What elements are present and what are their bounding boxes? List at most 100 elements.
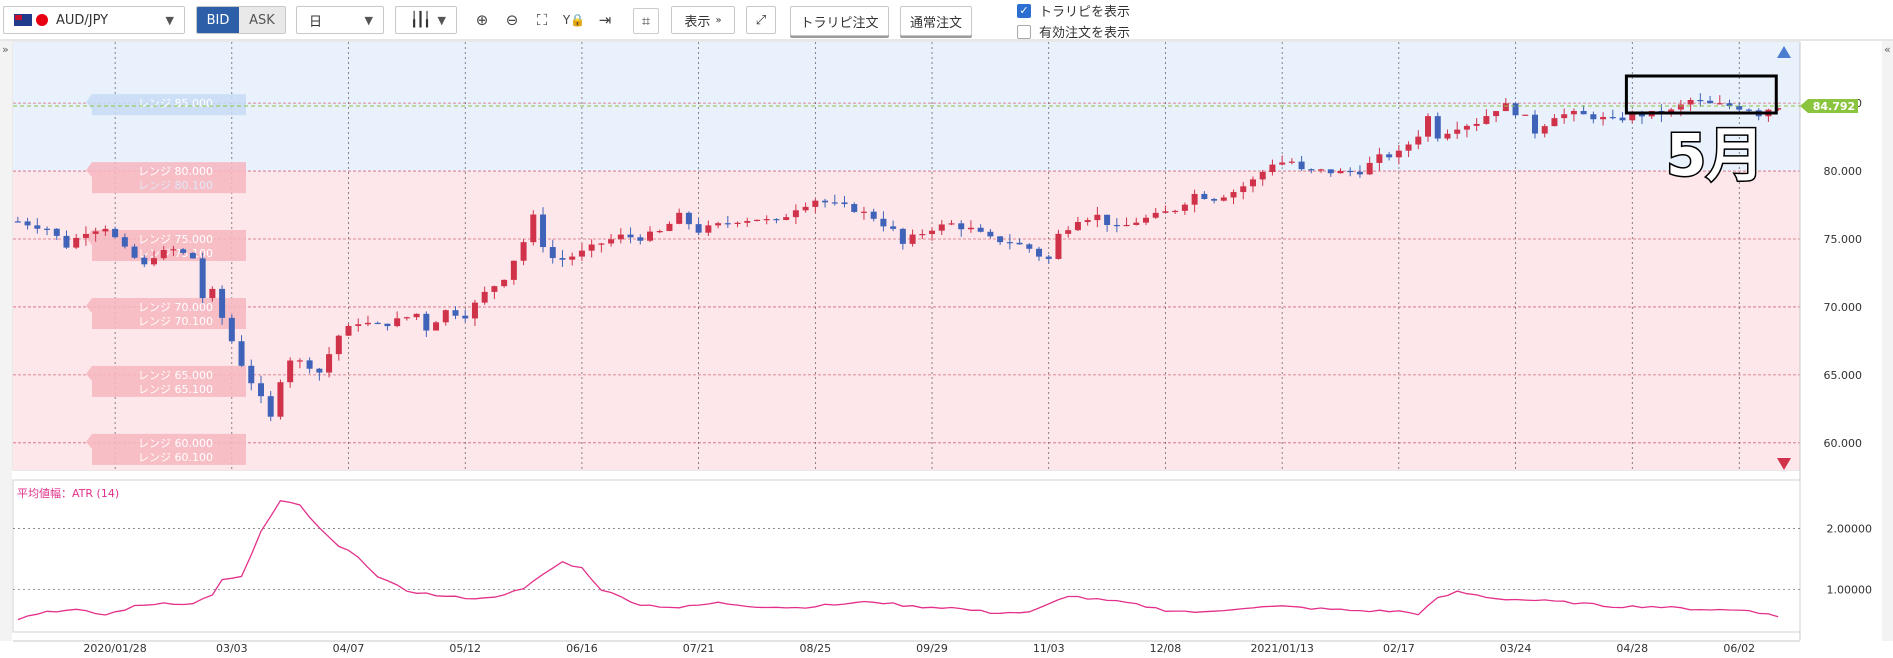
collapse-right-icon: « bbox=[1884, 43, 1891, 56]
traripi-order-button[interactable]: トラリピ注文 bbox=[790, 6, 889, 36]
candle-body bbox=[1298, 161, 1305, 170]
candle-body bbox=[102, 228, 109, 232]
candle-body bbox=[569, 256, 576, 260]
candle-body bbox=[238, 341, 245, 366]
candle-body bbox=[160, 249, 167, 259]
show-active-orders-checkbox[interactable]: 有効注文を表示 bbox=[1017, 22, 1130, 41]
expand-button[interactable]: ⤢ bbox=[746, 6, 776, 34]
candle-body bbox=[1716, 103, 1723, 105]
range-label: レンジ 65.000 bbox=[138, 369, 213, 382]
toolbar: AUD/JPY ▼ BID ASK 日 ▼ ╽┃╽ ▼ ⊕ ⊖ ⛶ Y🔒 ⇥ ⌗… bbox=[0, 0, 1893, 42]
atr-line bbox=[17, 499, 1779, 621]
candle-body bbox=[1522, 114, 1529, 116]
y-axis-lock-icon[interactable]: Y🔒 bbox=[562, 13, 586, 27]
zoom-in-icon[interactable]: ⊕ bbox=[475, 11, 489, 29]
zoom-out-icon[interactable]: ⊖ bbox=[505, 11, 519, 29]
candle-body bbox=[1269, 164, 1276, 172]
x-tick-label: 03/24 bbox=[1500, 642, 1532, 655]
candle-body bbox=[1055, 233, 1062, 259]
candle-body bbox=[1084, 220, 1091, 223]
add-indicator-icon[interactable]: ⌗ bbox=[633, 8, 659, 34]
candle-body bbox=[433, 322, 440, 331]
range-sub-label: レンジ 60.100 bbox=[138, 451, 213, 464]
candle-body bbox=[715, 223, 722, 226]
collapse-left-icon: » bbox=[2, 43, 9, 56]
chart-type-select[interactable]: ╽┃╽ ▼ bbox=[395, 6, 457, 34]
candle-body bbox=[1444, 133, 1451, 139]
x-tick-label: 12/08 bbox=[1150, 642, 1182, 655]
candle-body bbox=[1687, 100, 1694, 105]
candle-body bbox=[656, 231, 663, 233]
candle-body bbox=[520, 242, 527, 261]
candle-body bbox=[929, 230, 936, 235]
range-tag bbox=[86, 365, 246, 397]
candle-body bbox=[1356, 171, 1363, 175]
currency-pair-select[interactable]: AUD/JPY ▼ bbox=[3, 6, 185, 34]
candle-body bbox=[481, 291, 488, 303]
bid-button[interactable]: BID bbox=[197, 7, 239, 33]
candle-body bbox=[676, 212, 683, 224]
candle-body bbox=[831, 202, 838, 204]
x-tick-label: 06/16 bbox=[566, 642, 598, 655]
candle-body bbox=[1532, 114, 1539, 134]
candle-body bbox=[335, 335, 342, 355]
candle-body bbox=[73, 237, 80, 248]
candle-body bbox=[773, 219, 780, 221]
candle-body bbox=[997, 236, 1004, 243]
candle-body bbox=[1191, 193, 1198, 205]
normal-order-button[interactable]: 通常注文 bbox=[900, 6, 972, 36]
candle-body bbox=[1609, 117, 1616, 119]
period-select[interactable]: 日 ▼ bbox=[296, 6, 384, 34]
candle-body bbox=[685, 212, 692, 225]
candle-body bbox=[1074, 222, 1081, 231]
candle-body bbox=[617, 234, 624, 240]
period-label: 日 bbox=[309, 14, 323, 30]
candle-body bbox=[608, 239, 615, 244]
candle-body bbox=[647, 231, 654, 241]
australia-flag-icon bbox=[14, 14, 32, 26]
range-sub-label: レンジ 70.100 bbox=[138, 315, 213, 328]
chevron-down-icon: ▼ bbox=[165, 14, 174, 27]
candle-body bbox=[919, 234, 926, 236]
candle-body bbox=[306, 360, 313, 369]
y-tick-label: 80.000 bbox=[1824, 165, 1863, 178]
right-rail bbox=[1882, 41, 1893, 641]
scroll-to-latest-icon[interactable]: ⇥ bbox=[598, 11, 612, 29]
candle-body bbox=[501, 279, 508, 287]
candle-body bbox=[491, 286, 498, 292]
candle-body bbox=[783, 217, 790, 220]
chevron-down-icon: » bbox=[715, 14, 722, 26]
fit-screen-icon[interactable]: ⛶ bbox=[536, 11, 548, 29]
y-tick-label: 75.000 bbox=[1824, 233, 1863, 246]
range-label: レンジ 60.000 bbox=[138, 437, 213, 450]
candle-body bbox=[1094, 214, 1101, 221]
show-traripi-checkbox[interactable]: ✓ トラリピを表示 bbox=[1017, 1, 1130, 20]
candle-body bbox=[899, 228, 906, 244]
show-traripi-label: トラリピを表示 bbox=[1039, 5, 1131, 20]
show-active-orders-label: 有効注文を表示 bbox=[1039, 26, 1131, 41]
candle-body bbox=[1580, 110, 1587, 115]
candle-body bbox=[1230, 192, 1237, 198]
candle-body bbox=[287, 360, 294, 383]
display-menu-button[interactable]: 表示 » bbox=[671, 6, 735, 34]
candle-body bbox=[967, 227, 974, 230]
candle-body bbox=[1502, 103, 1509, 112]
candle-body bbox=[1697, 100, 1704, 102]
candle-body bbox=[131, 246, 138, 258]
candle-body bbox=[753, 219, 760, 222]
candle-body bbox=[1619, 117, 1626, 121]
candle-body bbox=[1415, 136, 1422, 145]
atr-title: 平均値幅：ATR (14) bbox=[17, 487, 119, 500]
x-tick-label: 07/21 bbox=[683, 642, 715, 655]
candle-body bbox=[1366, 162, 1373, 175]
currency-pair-label: AUD/JPY bbox=[56, 12, 109, 28]
candle-body bbox=[578, 250, 585, 257]
ask-button[interactable]: ASK bbox=[239, 7, 285, 33]
candle-body bbox=[267, 396, 274, 417]
candle-body bbox=[1006, 242, 1013, 244]
candle-body bbox=[1473, 123, 1480, 126]
candle-body bbox=[170, 249, 177, 251]
candle-body bbox=[1425, 116, 1432, 137]
candle-body bbox=[1240, 186, 1247, 193]
